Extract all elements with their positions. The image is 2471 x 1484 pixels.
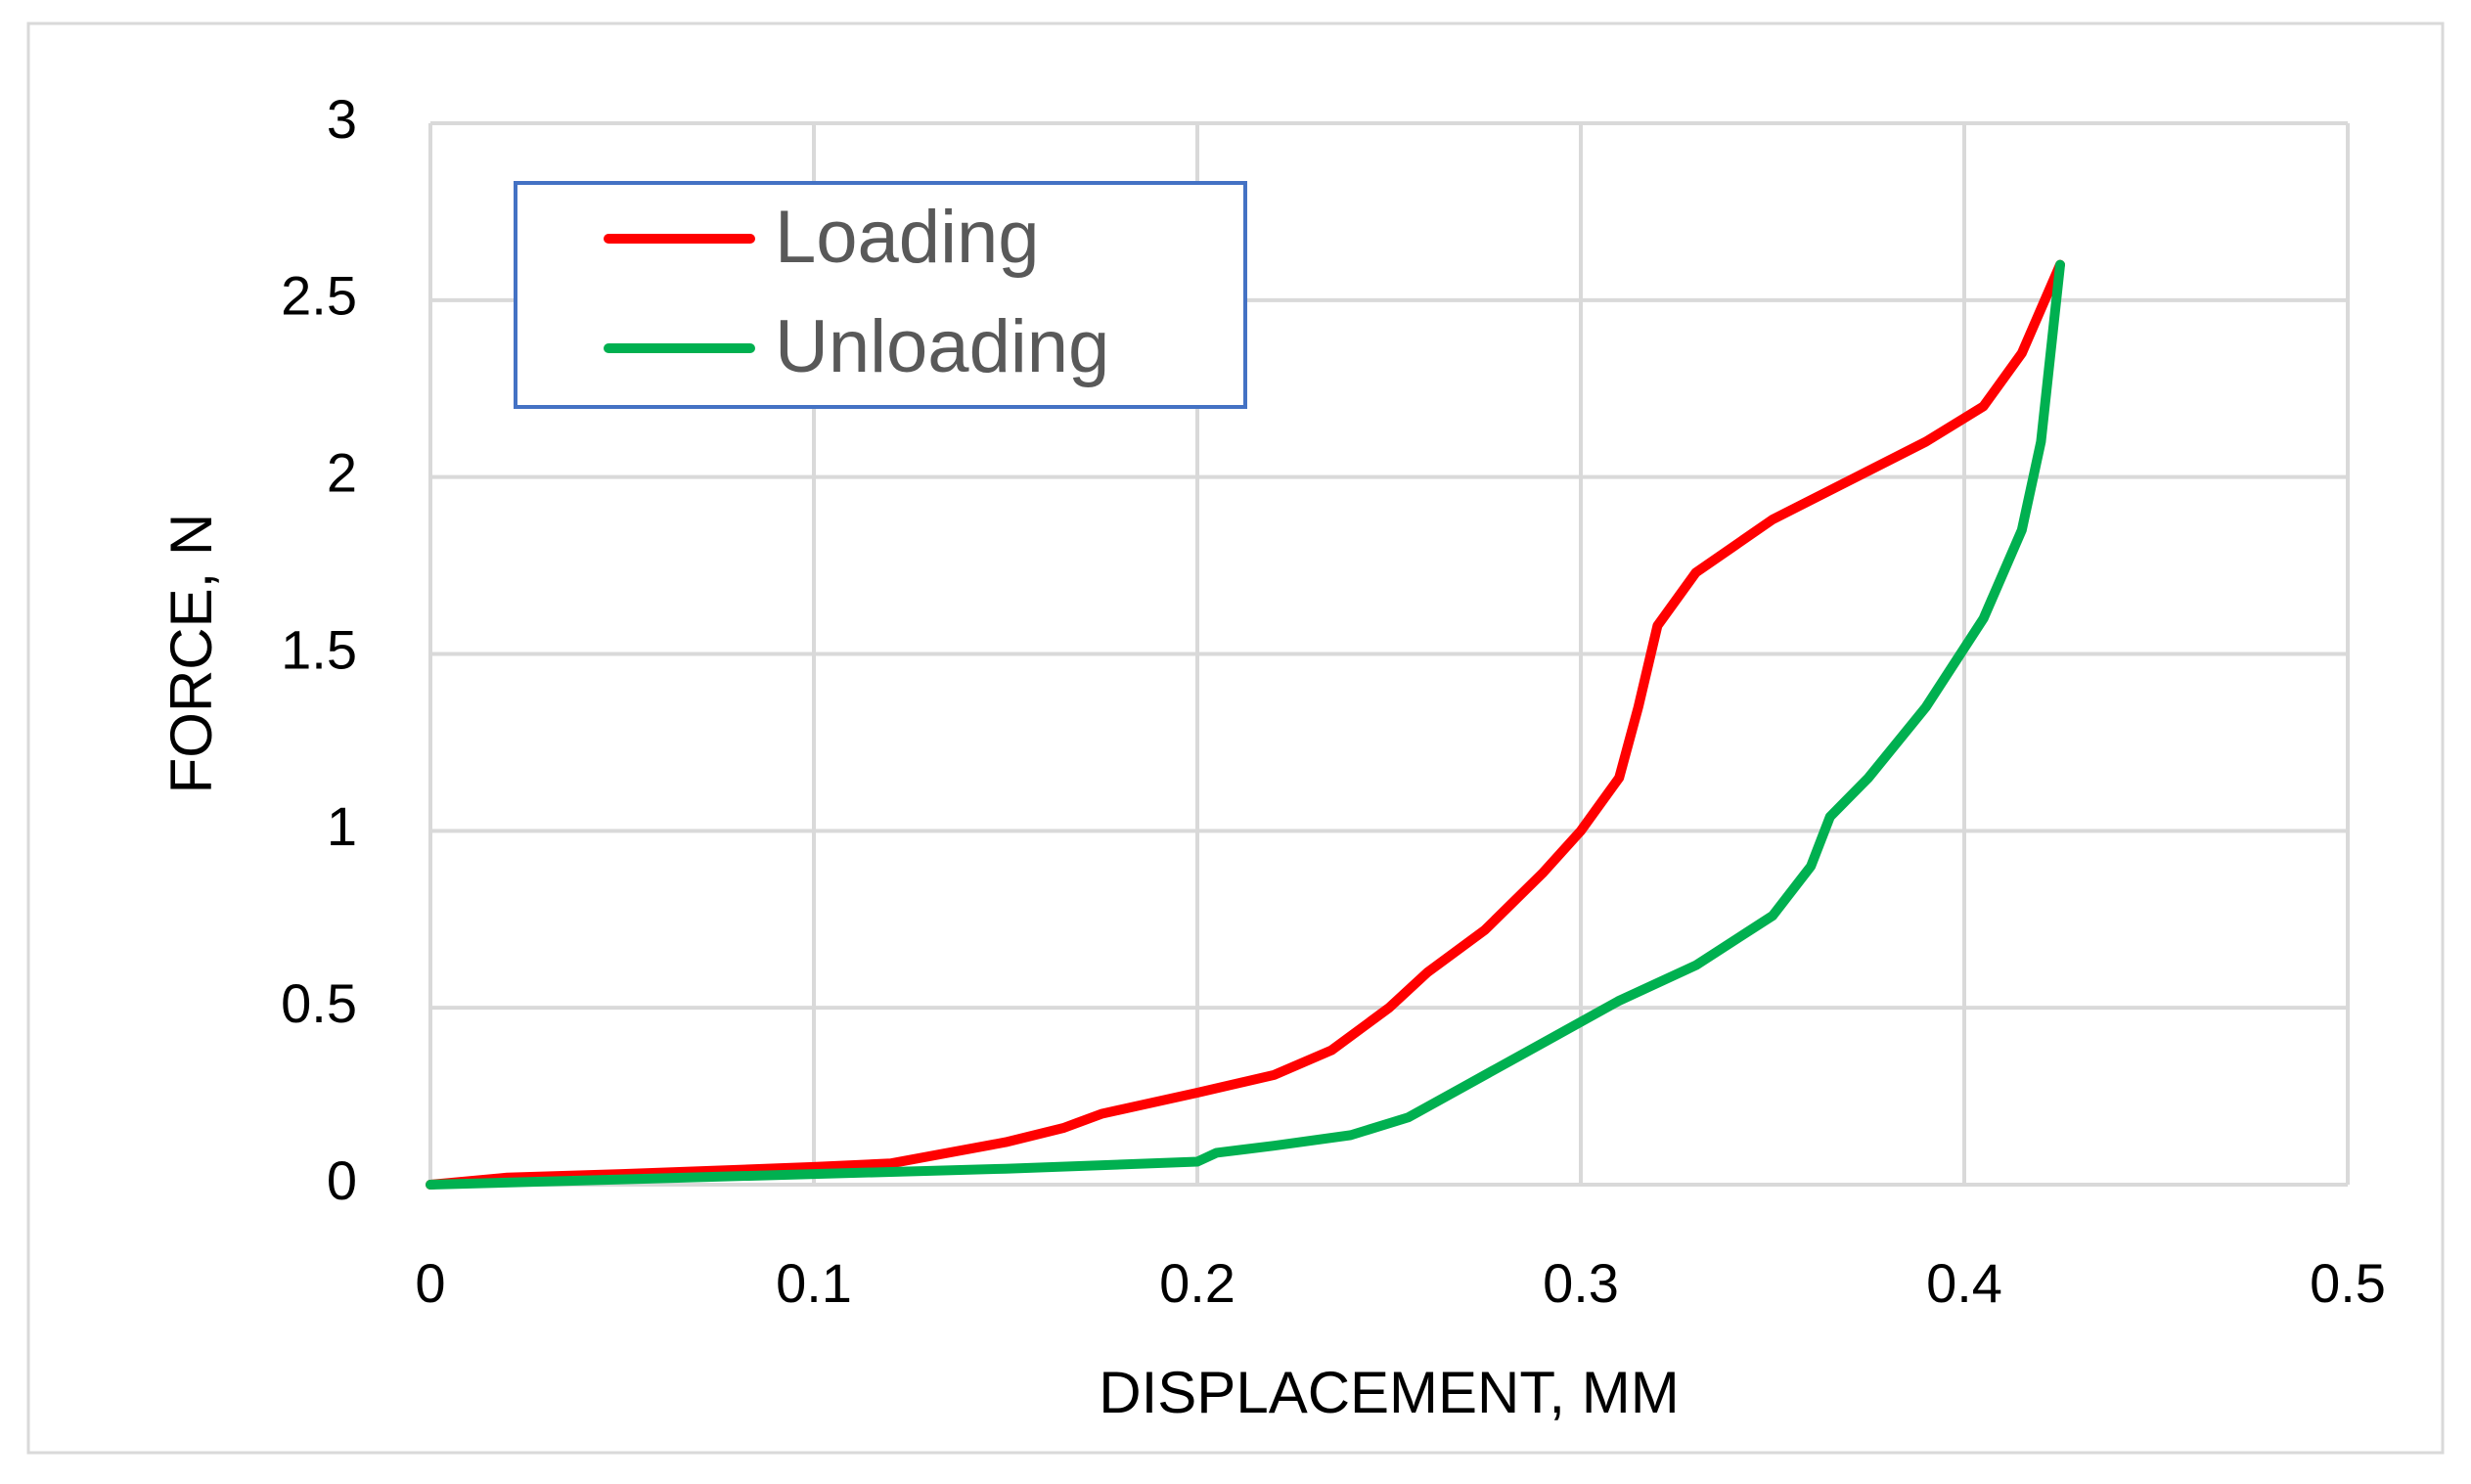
legend: Loading Unloading	[514, 181, 1247, 409]
y-tick-label: 0	[327, 1149, 357, 1211]
data-line	[426, 259, 2065, 1190]
x-tick-label: 0.1	[776, 1252, 852, 1314]
legend-label: Loading	[775, 196, 1040, 279]
y-tick-label: 1.5	[281, 618, 357, 680]
x-tick-label: 0.4	[1926, 1252, 2002, 1314]
y-tick-label: 2.5	[281, 265, 357, 327]
y-tick-label: 0.5	[281, 972, 357, 1034]
y-tick-label: 2	[327, 441, 357, 503]
data-line	[426, 259, 2065, 1190]
x-tick-label: 0.2	[1159, 1252, 1236, 1314]
y-tick-label: 3	[327, 88, 357, 150]
y-axis-title: FORCE, N	[158, 514, 224, 794]
x-axis-title: DISPLACEMENT, MM	[1099, 1360, 1679, 1425]
legend-label: Unloading	[775, 305, 1109, 388]
x-tick-label: 0	[415, 1252, 445, 1314]
legend-box	[514, 181, 1247, 409]
x-tick-label: 0.5	[2310, 1252, 2386, 1314]
x-tick-label: 0.3	[1543, 1252, 1619, 1314]
y-tick-label: 1	[327, 795, 357, 857]
